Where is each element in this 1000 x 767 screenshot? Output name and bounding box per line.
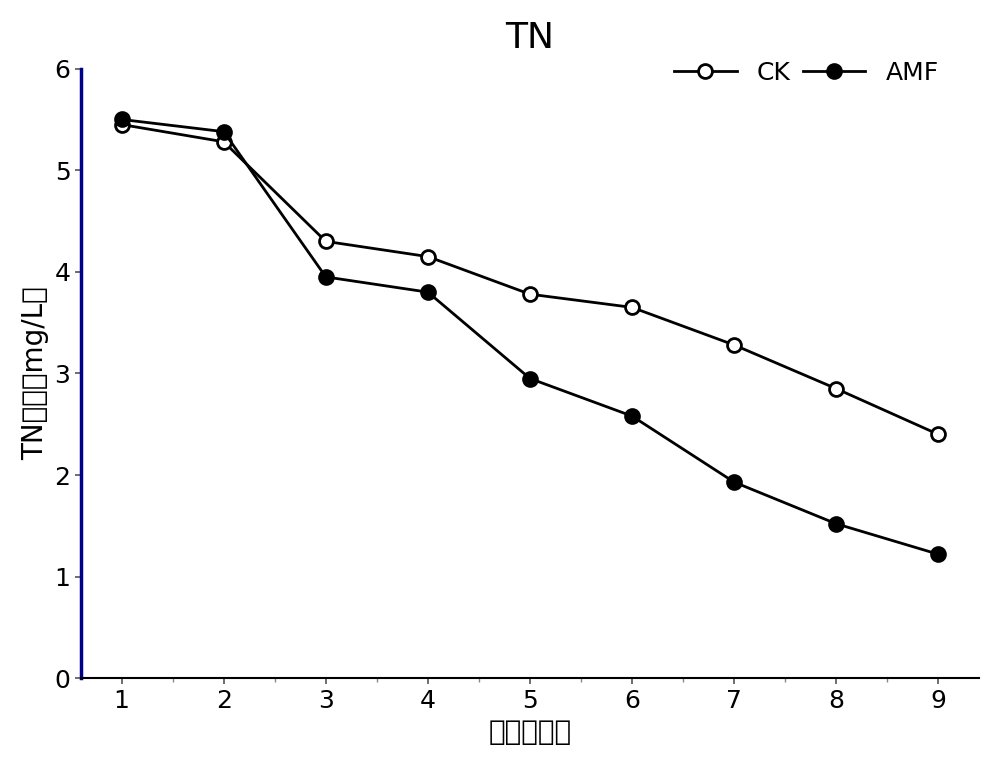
AMF	[524, 374, 536, 383]
Line: CK: CK	[115, 117, 945, 441]
Line: AMF: AMF	[115, 113, 945, 561]
CK	[422, 252, 434, 262]
X-axis label: 时间（天）: 时间（天）	[488, 718, 572, 746]
AMF	[830, 519, 842, 528]
AMF	[116, 115, 128, 124]
AMF	[626, 411, 638, 420]
Legend: CK, AMF: CK, AMF	[664, 51, 949, 94]
AMF	[932, 550, 944, 559]
CK	[728, 341, 740, 350]
AMF	[728, 478, 740, 487]
AMF	[320, 272, 332, 281]
CK	[320, 237, 332, 246]
AMF	[218, 127, 230, 137]
CK	[116, 120, 128, 129]
CK	[218, 137, 230, 146]
CK	[626, 303, 638, 312]
AMF	[422, 288, 434, 297]
CK	[524, 290, 536, 299]
Y-axis label: TN浓度（mg/L）: TN浓度（mg/L）	[21, 287, 49, 460]
Title: TN: TN	[505, 21, 554, 54]
CK	[932, 430, 944, 439]
CK	[830, 384, 842, 393]
